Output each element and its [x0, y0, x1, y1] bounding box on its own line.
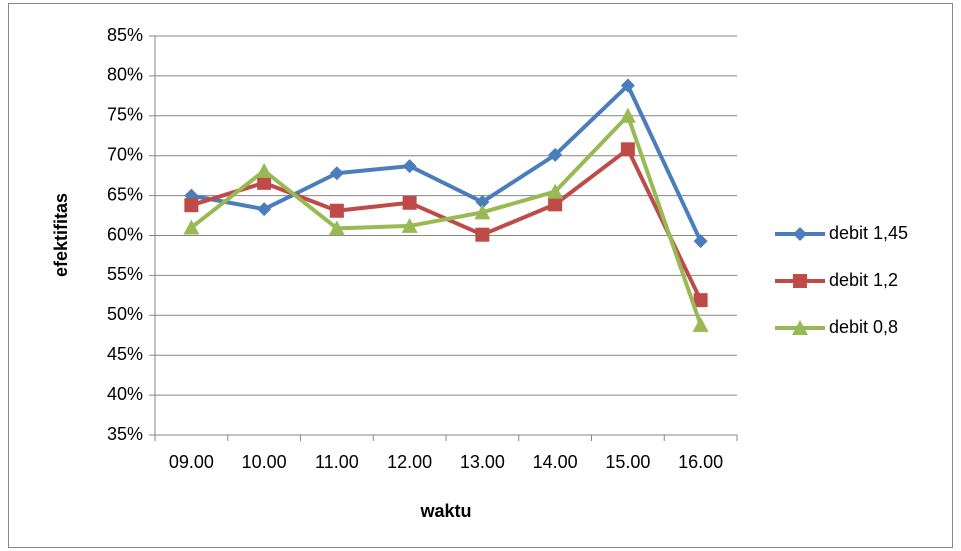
- marker: [547, 183, 564, 199]
- marker: [328, 220, 345, 236]
- x-tick-label: 10.00: [242, 452, 287, 472]
- marker: [693, 234, 708, 249]
- marker: [402, 159, 417, 174]
- marker: [401, 217, 418, 233]
- marker: [793, 274, 807, 288]
- y-tick-label: 45%: [107, 344, 143, 364]
- x-axis-title: waktu: [419, 501, 471, 521]
- legend-label: debit 1,45: [829, 223, 908, 243]
- x-tick-label: 13.00: [460, 452, 505, 472]
- y-tick-label: 70%: [107, 144, 143, 164]
- marker: [329, 203, 344, 218]
- marker: [183, 219, 200, 235]
- legend-label: debit 1,2: [829, 270, 898, 290]
- x-tick-label: 15.00: [605, 452, 650, 472]
- marker: [619, 107, 636, 123]
- legend-label: debit 0,8: [829, 317, 898, 337]
- marker: [402, 195, 417, 210]
- y-tick-label: 60%: [107, 224, 143, 244]
- marker: [474, 204, 491, 220]
- y-tick-label: 75%: [107, 105, 143, 125]
- marker: [620, 142, 635, 157]
- marker: [793, 227, 807, 241]
- marker: [475, 194, 490, 209]
- marker: [548, 197, 563, 212]
- marker: [692, 316, 709, 332]
- marker: [256, 162, 273, 178]
- y-tick-label: 80%: [107, 65, 143, 85]
- y-tick-label: 40%: [107, 384, 143, 404]
- marker: [257, 202, 272, 217]
- y-tick-label: 50%: [107, 304, 143, 324]
- marker: [548, 147, 563, 162]
- marker: [693, 293, 708, 308]
- series-line: [191, 83, 703, 242]
- y-tick-label: 35%: [107, 424, 143, 444]
- x-tick-label: 09.00: [169, 452, 214, 472]
- series-line: [190, 113, 703, 326]
- x-tick-label: 14.00: [533, 452, 578, 472]
- marker: [257, 175, 272, 190]
- marker: [475, 227, 490, 242]
- marker: [792, 320, 808, 335]
- y-tick-label: 85%: [107, 25, 143, 45]
- marker: [620, 78, 635, 93]
- x-tick-label: 16.00: [678, 452, 723, 472]
- x-tick-label: 12.00: [387, 452, 432, 472]
- y-tick-label: 65%: [107, 184, 143, 204]
- marker: [184, 198, 199, 213]
- x-tick-label: 11.00: [315, 452, 359, 472]
- marker: [329, 166, 344, 181]
- y-tick-label: 55%: [107, 264, 143, 284]
- y-axis-title: efektifitas: [51, 193, 71, 277]
